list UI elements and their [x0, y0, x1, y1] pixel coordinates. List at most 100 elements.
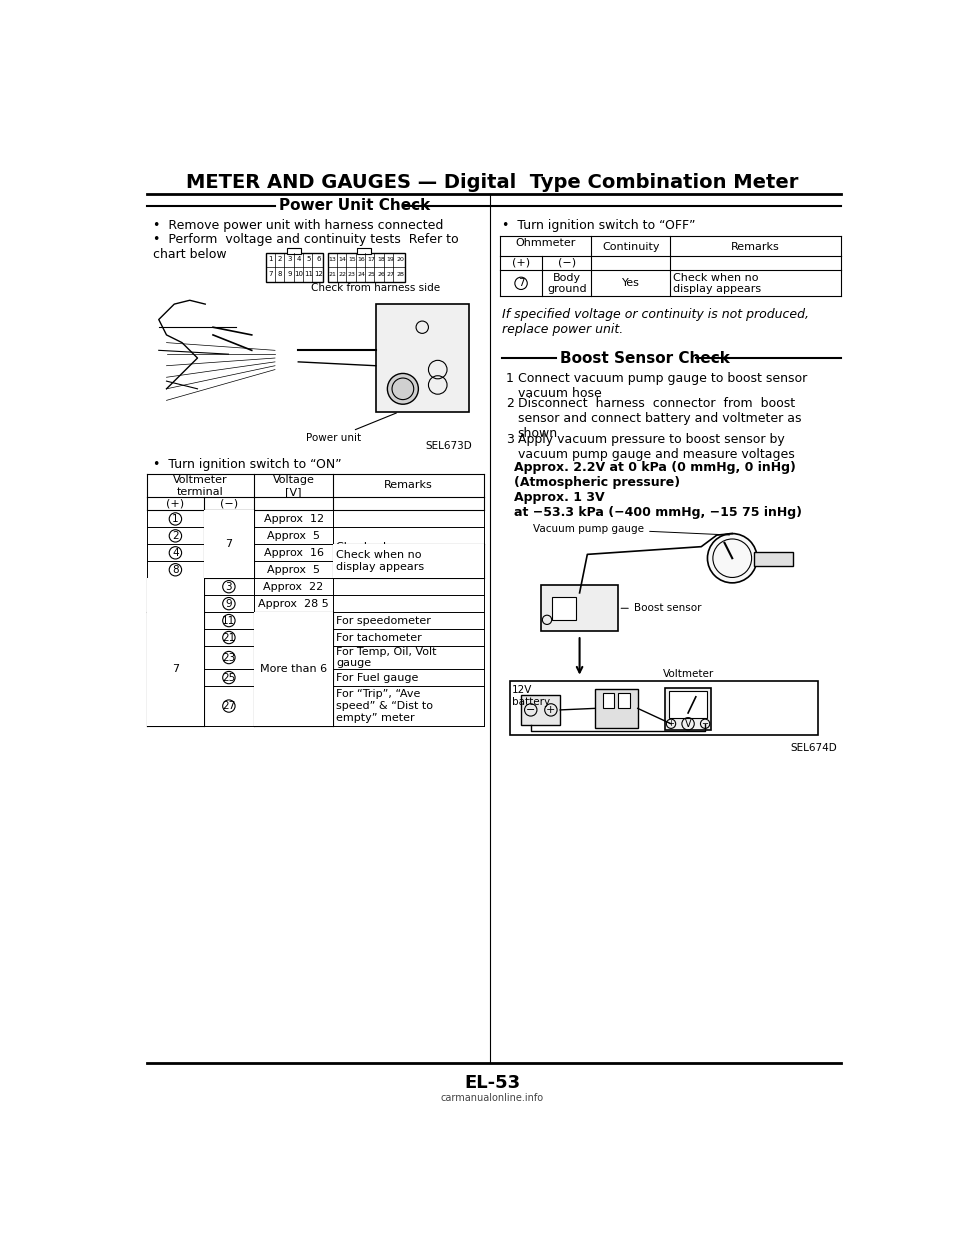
Text: For speedometer: For speedometer: [336, 615, 431, 626]
Bar: [669, 692, 708, 718]
Text: 2: 2: [172, 530, 179, 540]
Text: Approx  28 5: Approx 28 5: [258, 599, 329, 609]
Text: •  Turn ignition switch to “ON”: • Turn ignition switch to “ON”: [154, 458, 342, 472]
Text: Approx  5: Approx 5: [267, 564, 320, 574]
Text: Approx. 2.2V at 0 kPa (0 mmHg, 0 inHg)
(Atmospheric pressure)
Approx. 1 3V
at −5: Approx. 2.2V at 0 kPa (0 mmHg, 0 inHg) (…: [514, 462, 802, 519]
Text: −: −: [702, 719, 708, 728]
Text: 1: 1: [506, 372, 514, 385]
Text: V: V: [684, 719, 691, 729]
Text: Connect vacuum pump gauge to boost sensor
vacuum hose: Connect vacuum pump gauge to boost senso…: [517, 372, 806, 400]
Bar: [204, 510, 254, 578]
Text: 27: 27: [223, 701, 235, 711]
Bar: [287, 248, 301, 254]
Text: Power unit: Power unit: [306, 413, 396, 444]
Text: 7: 7: [226, 539, 232, 549]
Text: 23: 23: [223, 653, 235, 663]
Text: 11: 11: [304, 271, 313, 276]
Text: 4: 4: [297, 256, 301, 263]
Text: 2: 2: [506, 398, 514, 410]
Text: 12: 12: [314, 271, 323, 276]
Text: 7: 7: [172, 633, 179, 643]
Text: Approx  22: Approx 22: [263, 582, 324, 592]
Text: 6: 6: [316, 256, 321, 263]
Text: Voltage
[V]: Voltage [V]: [273, 475, 315, 497]
Text: 7: 7: [517, 278, 524, 288]
Text: More than 6: More than 6: [260, 615, 327, 626]
Text: 4: 4: [172, 548, 179, 558]
Text: Approx  5: Approx 5: [267, 530, 320, 540]
Text: 9: 9: [287, 271, 292, 276]
Text: 7: 7: [268, 271, 273, 276]
Text: Check when no
display appears: Check when no display appears: [336, 550, 424, 572]
Text: Check when no
display appears: Check when no display appears: [336, 542, 424, 564]
Text: 22: 22: [338, 271, 347, 276]
Text: METER AND GAUGES — Digital  Type Combination Meter: METER AND GAUGES — Digital Type Combinat…: [186, 173, 798, 193]
Bar: [595, 689, 637, 728]
Text: 21: 21: [223, 633, 235, 643]
Text: 15: 15: [348, 256, 356, 261]
Text: For Temp, Oil, Volt
gauge: For Temp, Oil, Volt gauge: [336, 647, 437, 668]
Text: Approx  12: Approx 12: [264, 514, 324, 524]
Text: More than 6: More than 6: [260, 653, 327, 663]
Bar: [147, 612, 204, 726]
Text: 8: 8: [172, 564, 179, 574]
Text: 19: 19: [387, 256, 395, 261]
Text: 7: 7: [226, 530, 232, 540]
Text: •  Turn ignition switch to “OFF”: • Turn ignition switch to “OFF”: [502, 219, 696, 233]
Text: Check when no
display appears: Check when no display appears: [673, 273, 761, 294]
Text: Apply vacuum pressure to boost sensor by
vacuum pump gauge and measure voltages: Apply vacuum pressure to boost sensor by…: [517, 434, 794, 462]
Text: Boost sensor: Boost sensor: [621, 603, 702, 613]
Text: SEL673D: SEL673D: [426, 442, 472, 452]
Text: (+): (+): [166, 498, 184, 508]
Bar: [357, 248, 372, 254]
Text: 2: 2: [277, 256, 282, 263]
Text: 3: 3: [226, 582, 232, 592]
Bar: [618, 693, 630, 708]
Bar: [540, 585, 618, 632]
Text: More than 6: More than 6: [260, 664, 327, 674]
Text: For tachometer: For tachometer: [336, 633, 422, 643]
Text: 7: 7: [226, 548, 232, 558]
Bar: [375, 304, 468, 412]
Bar: [254, 612, 333, 726]
Bar: [147, 578, 204, 612]
Bar: [327, 253, 405, 281]
Text: 21: 21: [328, 271, 337, 276]
Text: 16: 16: [358, 256, 366, 261]
Text: 24: 24: [358, 271, 366, 276]
Text: 7: 7: [172, 673, 179, 683]
Text: carmanualonline.info: carmanualonline.info: [441, 1093, 543, 1103]
Text: Boost Sensor Check: Boost Sensor Check: [561, 350, 730, 365]
Bar: [603, 693, 614, 708]
Text: 1: 1: [172, 514, 179, 524]
Text: 10: 10: [295, 271, 303, 276]
Text: 7: 7: [226, 564, 232, 574]
Text: SEL674D: SEL674D: [790, 743, 837, 753]
Text: +: +: [546, 704, 556, 714]
Text: Check from harness side: Check from harness side: [311, 283, 441, 293]
Text: 13: 13: [328, 256, 337, 261]
Text: Yes: Yes: [622, 278, 639, 288]
Text: Continuity: Continuity: [602, 241, 660, 251]
Text: 7: 7: [172, 701, 179, 711]
Text: Body
ground: Body ground: [547, 273, 587, 294]
Text: Voltmeter
terminal: Voltmeter terminal: [174, 475, 228, 497]
Text: 7: 7: [226, 514, 232, 524]
Text: 23: 23: [348, 271, 356, 276]
Text: 8: 8: [277, 271, 282, 276]
Text: 25: 25: [368, 271, 375, 276]
Text: Remarks: Remarks: [384, 479, 433, 489]
Text: Vacuum pump gauge: Vacuum pump gauge: [533, 524, 730, 535]
Bar: [552, 597, 576, 619]
Text: +: +: [667, 719, 675, 728]
Circle shape: [708, 534, 757, 583]
Circle shape: [388, 373, 419, 404]
Text: (−): (−): [220, 498, 238, 508]
Bar: [333, 544, 484, 578]
Text: (−): (−): [558, 258, 576, 268]
Text: 20: 20: [396, 256, 404, 261]
Text: More than 6: More than 6: [260, 701, 327, 711]
Bar: [665, 688, 711, 729]
Text: 3: 3: [287, 256, 292, 263]
Text: 7: 7: [172, 653, 179, 663]
